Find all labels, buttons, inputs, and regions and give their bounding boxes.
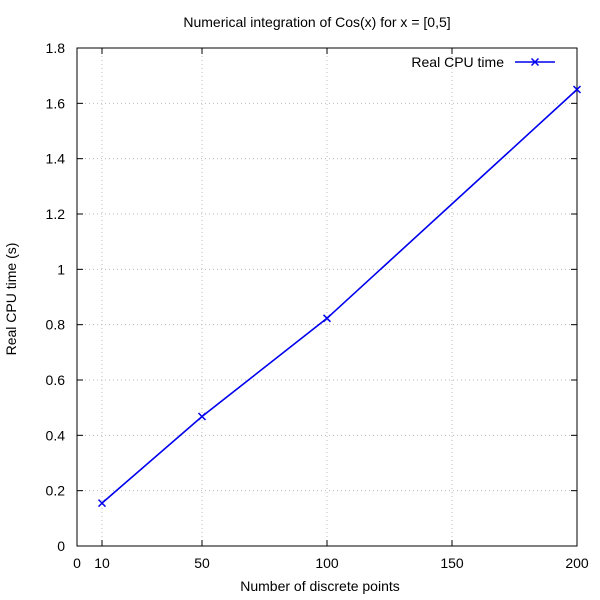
legend-marker (530, 57, 540, 67)
x-tick-label: 200 (565, 555, 589, 571)
series-line (101, 88, 578, 504)
y-tick-label: 0.8 (46, 317, 66, 333)
x-tick-label: 50 (194, 555, 210, 571)
y-tick-label: 0 (57, 538, 65, 554)
chart-title: Numerical integration of Cos(x) for x = … (183, 14, 450, 30)
data-point-marker (197, 412, 207, 421)
grid-lines (77, 48, 577, 546)
y-tick-label: 0.4 (46, 427, 66, 443)
y-tick-label: 1.4 (46, 151, 66, 167)
y-tick-label: 1 (57, 261, 65, 277)
y-tick-label: 0.2 (46, 483, 66, 499)
x-tick-label: 10 (94, 555, 110, 571)
y-tick-label: 1.2 (46, 206, 66, 222)
y-axis: 0 0.2 0.4 0.6 0.8 1 1.2 1.4 1.6 1.8 (46, 40, 577, 554)
x-axis: 0 10 50 100 150 200 (73, 48, 589, 571)
x-tick-label: 100 (315, 555, 339, 571)
x-tick-label: 150 (440, 555, 464, 571)
data-point-marker (97, 499, 107, 508)
data-point-marker (322, 314, 332, 323)
y-tick-label: 1.6 (46, 95, 66, 111)
y-tick-label: 0.6 (46, 372, 66, 388)
y-axis-label: Real CPU time (s) (3, 243, 19, 356)
x-axis-label: Number of discrete points (240, 578, 400, 594)
legend: Real CPU time (411, 54, 555, 70)
y-tick-label: 1.8 (46, 40, 66, 56)
data-point-marker (572, 85, 582, 94)
legend-label: Real CPU time (411, 54, 504, 70)
x-tick-label: 0 (73, 555, 81, 571)
series-group (97, 85, 582, 508)
